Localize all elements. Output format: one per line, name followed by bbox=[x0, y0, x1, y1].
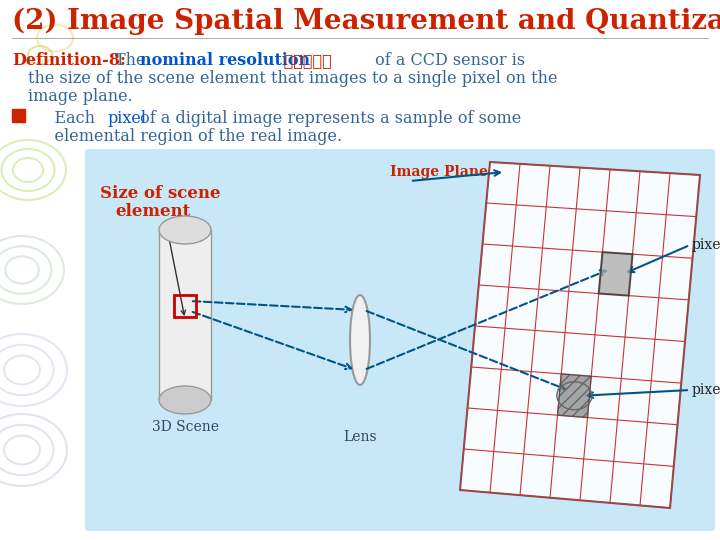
Polygon shape bbox=[599, 252, 632, 295]
Ellipse shape bbox=[159, 216, 211, 244]
Text: pixel: pixel bbox=[692, 238, 720, 252]
Text: the size of the scene element that images to a single pixel on the: the size of the scene element that image… bbox=[28, 70, 557, 87]
Text: Definition-8:: Definition-8: bbox=[12, 52, 126, 69]
Text: Image Plane: Image Plane bbox=[390, 165, 488, 179]
Bar bbox=[159, 230, 211, 400]
Text: 标称分辨度: 标称分辨度 bbox=[278, 52, 332, 69]
Text: Lens: Lens bbox=[343, 430, 377, 444]
Text: image plane.: image plane. bbox=[28, 88, 132, 105]
Polygon shape bbox=[460, 162, 700, 508]
Text: element: element bbox=[115, 203, 190, 220]
FancyBboxPatch shape bbox=[85, 149, 715, 531]
Text: pixel: pixel bbox=[107, 110, 146, 127]
Bar bbox=[12, 109, 25, 122]
Text: The: The bbox=[115, 52, 150, 69]
Text: Each: Each bbox=[34, 110, 100, 127]
Text: (2) Image Spatial Measurement and Quantization: (2) Image Spatial Measurement and Quanti… bbox=[12, 8, 720, 35]
Text: of a digital image represents a sample of some: of a digital image represents a sample o… bbox=[135, 110, 521, 127]
Text: pixel: pixel bbox=[692, 383, 720, 397]
Text: 3D Scene: 3D Scene bbox=[151, 420, 218, 434]
Text: Size of scene: Size of scene bbox=[100, 185, 220, 202]
Ellipse shape bbox=[159, 386, 211, 414]
Ellipse shape bbox=[350, 295, 370, 385]
Text: of a CCD sensor is: of a CCD sensor is bbox=[370, 52, 525, 69]
Polygon shape bbox=[557, 374, 591, 417]
Bar bbox=[174, 295, 196, 317]
Text: nominal resolution: nominal resolution bbox=[140, 52, 310, 69]
Text: elemental region of the real image.: elemental region of the real image. bbox=[34, 128, 342, 145]
